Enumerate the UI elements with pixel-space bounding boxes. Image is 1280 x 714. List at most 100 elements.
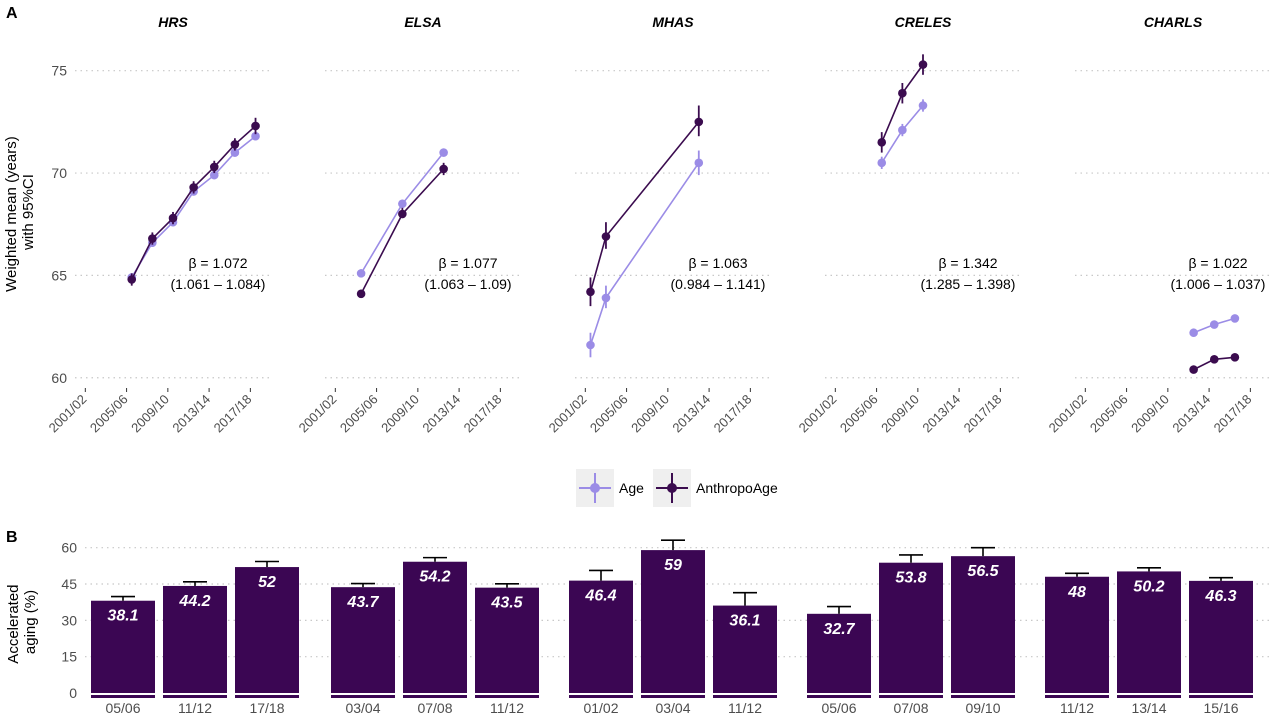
series-age <box>877 99 928 169</box>
bar-category-label: 13/14 <box>1131 700 1166 714</box>
bar-value-label: 46.3 <box>1204 588 1236 605</box>
facet-creles: CRELES 2001/022005/062009/102013/142017/1… <box>796 14 1021 435</box>
data-point <box>356 289 366 299</box>
data-point <box>439 164 448 174</box>
facet-title-elsa: ELSA <box>404 14 441 30</box>
bar-group-5: 48 11/12 50.2 13/14 46.3 15/16 <box>1045 566 1253 714</box>
x-tick-label-2001-02: 2001/02 <box>796 392 840 436</box>
line-y-tick-label-60: 60 <box>51 370 67 386</box>
bar <box>951 556 1015 693</box>
bar <box>91 600 155 693</box>
bar <box>879 562 943 693</box>
legend-age-label: Age <box>619 480 644 496</box>
facet-title-charls: CHARLS <box>1144 14 1203 30</box>
data-point <box>148 234 157 243</box>
bar-group-2: 43.7 03/04 54.2 07/08 43.5 11/12 <box>331 556 539 714</box>
bar-category-label: 11/12 <box>178 700 212 714</box>
facet-title-hrs: HRS <box>158 14 188 30</box>
bar-value-label: 43.7 <box>346 594 379 611</box>
data-point <box>898 88 907 98</box>
x-tick-label-2001-02: 2001/02 <box>296 392 340 436</box>
bar-category-label: 17/18 <box>249 700 284 714</box>
data-point <box>209 170 219 180</box>
series-line-anthropoage <box>589 121 700 293</box>
series-age <box>356 148 448 278</box>
data-point <box>586 287 595 297</box>
x-tick-label-2013-14: 2013/14 <box>919 392 963 436</box>
ci-annotation: (0.984 – 1.141) <box>671 276 766 292</box>
data-point <box>398 209 407 219</box>
bar <box>475 587 539 693</box>
bar-y-tick-label-15: 15 <box>61 649 77 665</box>
bar-value-label: 38.1 <box>107 608 138 625</box>
bar-group-4: 32.7 05/06 53.8 07/08 56.5 09/10 <box>807 546 1015 714</box>
x-tick-label-2017-18: 2017/18 <box>711 392 755 436</box>
bar-value-label: 44.2 <box>178 593 210 610</box>
x-tick-label-2013-14: 2013/14 <box>669 392 713 436</box>
data-point <box>586 340 595 350</box>
bar-baseline-strip <box>569 695 633 698</box>
data-point <box>1189 328 1198 338</box>
x-tick-label-2017-18: 2017/18 <box>1211 392 1255 436</box>
data-point <box>877 158 887 168</box>
bar-value-label: 53.8 <box>895 570 926 587</box>
bar <box>1189 580 1253 693</box>
bar <box>163 585 227 693</box>
data-point <box>127 275 137 284</box>
bar-category-label: 15/16 <box>1203 700 1238 714</box>
series-anthropoage <box>877 54 928 153</box>
bar-baseline-strip <box>1045 695 1109 698</box>
bar-chart-panel: 0 15 30 45 60 38.1 05/06 44.2 11/12 52 17/18 43.7 03… <box>61 539 1272 714</box>
bar-category-label: 11/12 <box>728 700 762 714</box>
x-tick-label-2005-06: 2005/06 <box>337 392 381 436</box>
x-tick-label-2001-02: 2001/02 <box>546 392 590 436</box>
line-y-axis-label: Weighted mean (years) with 95%CI <box>3 132 37 292</box>
x-tick-label-2005-06: 2005/06 <box>837 392 881 436</box>
bar-value-label: 36.1 <box>729 613 760 630</box>
data-point <box>439 148 448 157</box>
series-line-age <box>589 162 700 346</box>
bar-category-label: 05/06 <box>821 700 856 714</box>
bar-baseline-strip <box>1189 695 1253 698</box>
bar-value-label: 48 <box>1067 584 1086 601</box>
bar-baseline-strip <box>331 695 395 698</box>
data-point <box>877 138 887 147</box>
data-point <box>694 117 704 127</box>
bar-y-axis-label: Accelerated aging (%) <box>5 580 39 663</box>
bar <box>1117 571 1181 693</box>
x-tick-label-2009-10: 2009/10 <box>128 392 172 436</box>
data-point <box>1230 314 1240 323</box>
facet-title-creles: CRELES <box>895 14 952 30</box>
ci-annotation: (1.006 – 1.037) <box>1171 276 1266 292</box>
bar-category-label: 03/04 <box>345 700 380 714</box>
x-tick-label-2013-14: 2013/14 <box>169 392 213 436</box>
bar-y-tick-label-30: 30 <box>61 612 77 628</box>
bar-baseline-strip <box>235 695 299 698</box>
data-point <box>251 131 260 141</box>
x-tick-label-2009-10: 2009/10 <box>1128 392 1172 436</box>
legend: Age AnthropoAge <box>576 469 778 507</box>
bar-baseline-strip <box>807 695 871 698</box>
data-point <box>168 213 178 223</box>
line-y-tick-label-65: 65 <box>51 267 67 283</box>
ci-annotation: (1.285 – 1.398) <box>921 276 1016 292</box>
x-tick-label-2017-18: 2017/18 <box>211 392 255 436</box>
beta-annotation: β = 1.077 <box>438 255 497 271</box>
bar <box>1045 576 1109 693</box>
bar <box>235 567 299 693</box>
data-point <box>1209 355 1219 364</box>
x-tick-label-2017-18: 2017/18 <box>961 392 1005 436</box>
data-point <box>1230 352 1240 362</box>
data-point <box>694 158 704 168</box>
x-tick-label-2009-10: 2009/10 <box>628 392 672 436</box>
x-tick-label-2001-02: 2001/02 <box>1046 392 1090 436</box>
bar-baseline-strip <box>951 695 1015 698</box>
x-tick-label-2013-14: 2013/14 <box>419 392 463 436</box>
bar-value-label: 56.5 <box>967 563 999 580</box>
beta-annotation: β = 1.072 <box>188 255 247 271</box>
bar-category-label: 01/02 <box>583 700 618 714</box>
bar <box>569 580 633 693</box>
